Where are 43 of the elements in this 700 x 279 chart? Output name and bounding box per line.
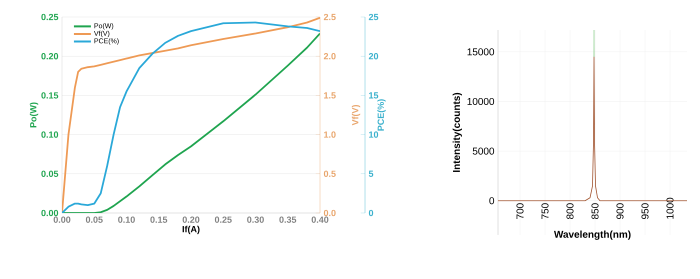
x-axis-title: Wavelength(nm) bbox=[554, 230, 631, 240]
y3-tick-label: 0 bbox=[368, 210, 374, 216]
y2-tick-label: 0.5 bbox=[324, 170, 336, 177]
y3-axis-title: PCE(%) bbox=[377, 99, 386, 131]
y2-tick-label: 0.0 bbox=[324, 210, 336, 216]
x-tick-label: 850 bbox=[591, 203, 599, 220]
y-tick-label: 0.20 bbox=[41, 53, 58, 60]
x-tick-label: 0.20 bbox=[182, 216, 200, 223]
x-tick-label: 750 bbox=[541, 203, 549, 219]
y-axis-title: Po(W) bbox=[30, 102, 38, 128]
y-tick-label: 0 bbox=[489, 197, 494, 204]
y2-tick-label: 1.5 bbox=[324, 92, 336, 99]
x-tick-label: 800 bbox=[566, 203, 574, 220]
x-tick-label: 900 bbox=[616, 203, 624, 220]
y3-tick-label: 10 bbox=[369, 131, 378, 138]
y-tick-label: 0.10 bbox=[41, 131, 58, 138]
x-tick-label: 0.05 bbox=[86, 216, 103, 223]
x-tick-label: 1000 bbox=[666, 198, 674, 219]
x-tick-label: 0.15 bbox=[150, 216, 168, 223]
x-tick-label: 0.00 bbox=[54, 216, 70, 223]
y-tick-label: 0.25 bbox=[41, 14, 58, 20]
x-tick-label: 0.30 bbox=[247, 216, 264, 223]
x-tick-label: 0.40 bbox=[312, 216, 328, 223]
y-tick-label: 0.15 bbox=[41, 92, 58, 99]
y2-axis-title: Vf(V) bbox=[352, 104, 360, 126]
y3-tick-label: 15 bbox=[369, 92, 378, 99]
y2-tick-label: 2.0 bbox=[324, 53, 336, 60]
y2-tick-label: 1.0 bbox=[324, 131, 336, 138]
x-tick-label: 0.10 bbox=[118, 216, 135, 223]
y-tick-label: 15000 bbox=[468, 48, 494, 56]
x-tick-label: 700 bbox=[516, 203, 524, 219]
x-tick-label: 0.35 bbox=[279, 216, 296, 223]
x-tick-label: 950 bbox=[641, 203, 649, 220]
y2-tick-label: 2.5 bbox=[324, 14, 336, 20]
y3-tick-label: 25 bbox=[368, 14, 378, 20]
y-tick-label: 0.05 bbox=[41, 170, 58, 177]
y3-tick-label: 20 bbox=[368, 53, 378, 60]
y-tick-label: 10000 bbox=[468, 98, 494, 105]
y-tick-label: 5000 bbox=[472, 148, 494, 155]
x-axis-title: If(A) bbox=[182, 226, 200, 234]
y-axis-title: Intensity(counts) bbox=[452, 92, 462, 172]
y3-tick-label: 5 bbox=[368, 170, 374, 177]
x-tick-label: 0.25 bbox=[214, 216, 232, 223]
